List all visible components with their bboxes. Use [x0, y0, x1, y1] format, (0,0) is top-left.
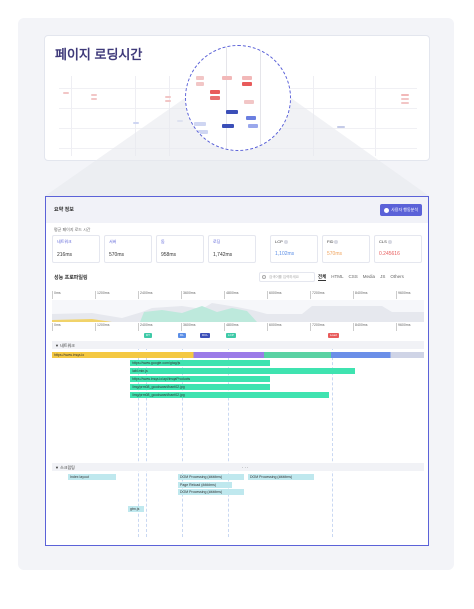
timeline-overview[interactable]: [52, 300, 424, 322]
help-icon[interactable]: [283, 239, 288, 244]
script-row[interactable]: DOM Processing (####ms): [248, 474, 314, 480]
performance-panel: 요약 정보 사용자 행동분석 평균 페이지 로드 시간 네트워크 216ms 서…: [45, 196, 429, 546]
timeline-axis-bottom: 0ms 1200ms 2400ms 3600ms 4800ms 6000ms 7…: [52, 323, 424, 331]
help-icon[interactable]: [387, 239, 392, 244]
tab-js[interactable]: JS: [380, 274, 386, 279]
chart-bar: [91, 94, 97, 96]
script-row[interactable]: Page Reload (####ms): [178, 482, 232, 488]
marker-dt[interactable]: DT: [144, 333, 152, 338]
metric-row: 네트워크 216ms 서버 570ms 돔 958ms 로딩 1,742ms L…: [52, 235, 422, 263]
script-row[interactable]: DOM Processing (####ms): [178, 489, 244, 495]
profiling-title: 성능 프로파일링: [54, 275, 88, 281]
user-icon: [384, 207, 390, 213]
scripting-section-toggle[interactable]: ▼ 스크립팅 · · ·: [52, 463, 424, 471]
chart-bar: [337, 126, 345, 128]
metric-server: 서버 570ms: [104, 235, 152, 263]
network-row[interactable]: /abl.min.js: [130, 368, 355, 374]
marker-load[interactable]: Load: [328, 333, 339, 338]
chart-bar: [165, 100, 171, 102]
search-icon: [262, 275, 266, 279]
more-ellipsis[interactable]: · · ·: [242, 465, 249, 470]
timeline-axis-top: 0ms 1200ms 2400ms 3600ms 4800ms 6000ms 7…: [52, 291, 424, 299]
chart-bar: [401, 94, 409, 96]
user-behavior-label: 사용자 행동분석: [391, 207, 418, 212]
network-row[interactable]: https://www.imqa.io/api/imqaProducts: [130, 376, 270, 382]
metric-network: 네트워크 216ms: [52, 235, 100, 263]
avg-load-label: 평균 페이지 로드 시간: [54, 227, 91, 232]
metric-fid: FID 570ms: [322, 235, 370, 263]
chart-magnifier: [185, 45, 291, 151]
timing-markers: DT DL DCL LCP Load: [52, 333, 424, 339]
marker-dcl[interactable]: DCL: [200, 333, 211, 338]
marker-dl[interactable]: DL: [178, 333, 186, 338]
chart-bar: [133, 122, 139, 124]
chart-bar: [63, 92, 69, 94]
network-row[interactable]: /img/prm08_goodswarl/bant02.jpg: [130, 392, 329, 398]
filter-tabs: 전체 HTML CSS Media JS Others: [318, 274, 404, 281]
network-section-toggle[interactable]: ▼ 네트워크: [52, 341, 424, 349]
tab-css[interactable]: CSS: [348, 274, 358, 279]
chart-bar: [165, 96, 171, 98]
tab-media[interactable]: Media: [362, 274, 376, 279]
metric-dom: 돔 958ms: [156, 235, 204, 263]
summary-header: 요약 정보 사용자 행동분석: [46, 197, 428, 223]
help-icon[interactable]: [334, 239, 339, 244]
summary-title: 요약 정보: [54, 207, 74, 213]
script-row[interactable]: gtm.js: [128, 506, 144, 512]
tab-others[interactable]: Others: [390, 274, 404, 279]
tab-all[interactable]: 전체: [318, 274, 327, 281]
network-row[interactable]: /img/prm08_goodswarl/bant02.jpg: [130, 384, 270, 390]
network-row[interactable]: https://www.google.com/gtag/js: [130, 360, 270, 366]
metric-cls: CLS 0.245616: [374, 235, 422, 263]
chart-title: 페이지 로딩시간: [55, 47, 143, 62]
chart-bar: [91, 98, 97, 100]
marker-lcp[interactable]: LCP: [226, 333, 236, 338]
metric-lcp: LCP 1,102ms: [270, 235, 318, 263]
chart-bar: [401, 98, 409, 100]
user-behavior-button[interactable]: 사용자 행동분석: [380, 204, 422, 216]
chart-bar: [401, 102, 409, 104]
chart-bar: [177, 120, 183, 122]
tab-html[interactable]: HTML: [331, 274, 344, 279]
search-input[interactable]: 검색어를 입력하세요: [259, 272, 315, 282]
network-row[interactable]: https://www.imqa.io: [52, 352, 424, 358]
script-row[interactable]: Index layout: [68, 474, 116, 480]
script-row[interactable]: DOM Processing (####ms): [178, 474, 244, 480]
metric-loading: 로딩 1,742ms: [208, 235, 256, 263]
